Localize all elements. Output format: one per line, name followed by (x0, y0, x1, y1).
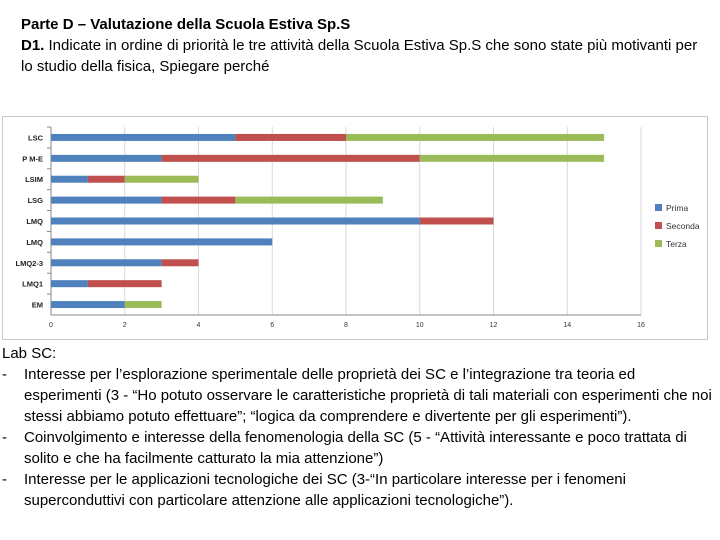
x-tick-label: 16 (637, 322, 645, 329)
bar-segment (419, 217, 494, 225)
category-label: EM (32, 301, 43, 310)
category-label: LSIM (25, 175, 43, 184)
question-paragraph: D1. Indicate in ordine di priorità le tr… (21, 35, 711, 77)
question-text: Indicate in ordine di priorità le tre at… (21, 37, 698, 75)
bar-segment (161, 154, 420, 162)
bar-segment (124, 301, 162, 309)
bar-segment (87, 280, 162, 288)
category-label: LMQ2-3 (15, 259, 43, 268)
bullet-dash: - (2, 366, 7, 383)
bullet-item: - Interesse per l’esplorazione speriment… (2, 364, 714, 427)
x-tick-label: 0 (49, 322, 53, 329)
x-tick-label: 12 (490, 322, 498, 329)
bullet-item: - Interesse per le applicazioni tecnolog… (2, 469, 714, 511)
legend-swatch (655, 204, 662, 211)
legend-label: Terza (666, 239, 687, 249)
bar-segment (51, 259, 162, 267)
category-label: LSG (28, 196, 44, 205)
bar-segment (51, 154, 162, 162)
bar-segment (235, 196, 383, 204)
bullet-text: Coinvolgimento e interesse della fenomen… (24, 429, 687, 467)
x-tick-label: 8 (344, 322, 348, 329)
bar-segment (51, 238, 273, 246)
category-label: LMQ1 (22, 280, 43, 289)
legend-swatch (655, 222, 662, 229)
bullet-text: Interesse per le applicazioni tecnologic… (24, 471, 626, 509)
question-header: Parte D – Valutazione della Scuola Estiv… (21, 14, 711, 77)
category-label: P M-E (22, 154, 43, 163)
lab-label: Lab SC: (2, 345, 57, 362)
x-tick-label: 10 (416, 322, 424, 329)
section-title: Parte D – Valutazione della Scuola Estiv… (21, 16, 351, 33)
bar-segment (51, 217, 420, 225)
bar-segment (51, 196, 162, 204)
bullet-dash: - (2, 429, 7, 446)
bar-chart: 0 2 4 6 8 10 12 14 16 LSC P M-E LSIM LSG LMQ LMQ LMQ2-3… (2, 116, 708, 340)
bar-segment (419, 154, 605, 162)
chart-svg: 0 2 4 6 8 10 12 14 16 LSC P M-E LSIM LSG LMQ LMQ LMQ2-3… (15, 126, 700, 329)
bullet-dash: - (2, 471, 7, 488)
bullet-text: Interesse per l’esplorazione sperimental… (24, 366, 712, 425)
category-label: LMQ (26, 217, 43, 226)
category-label: LMQ (26, 238, 43, 247)
legend-label: Seconda (666, 221, 700, 231)
answer-section: Lab SC: - Interesse per l’esplorazione s… (2, 343, 714, 511)
bullet-item: - Coinvolgimento e interesse della fenom… (2, 427, 714, 469)
bar-segment (161, 196, 236, 204)
legend-label: Prima (666, 203, 688, 213)
bar-segment (124, 175, 199, 183)
bar-segment (346, 133, 605, 141)
bar-segment (87, 175, 125, 183)
x-tick-label: 2 (123, 322, 127, 329)
question-number: D1. (21, 37, 45, 54)
bar-segment (51, 301, 125, 309)
x-tick-label: 14 (563, 322, 571, 329)
x-tick-label: 6 (270, 322, 274, 329)
x-tick-label: 4 (197, 322, 201, 329)
bar-segment (161, 259, 199, 267)
category-label: LSC (28, 133, 44, 142)
bar-segment (235, 133, 346, 141)
bar-segment (51, 175, 88, 183)
bar-segment (51, 133, 236, 141)
legend-swatch (655, 240, 662, 247)
bar-segment (51, 280, 88, 288)
